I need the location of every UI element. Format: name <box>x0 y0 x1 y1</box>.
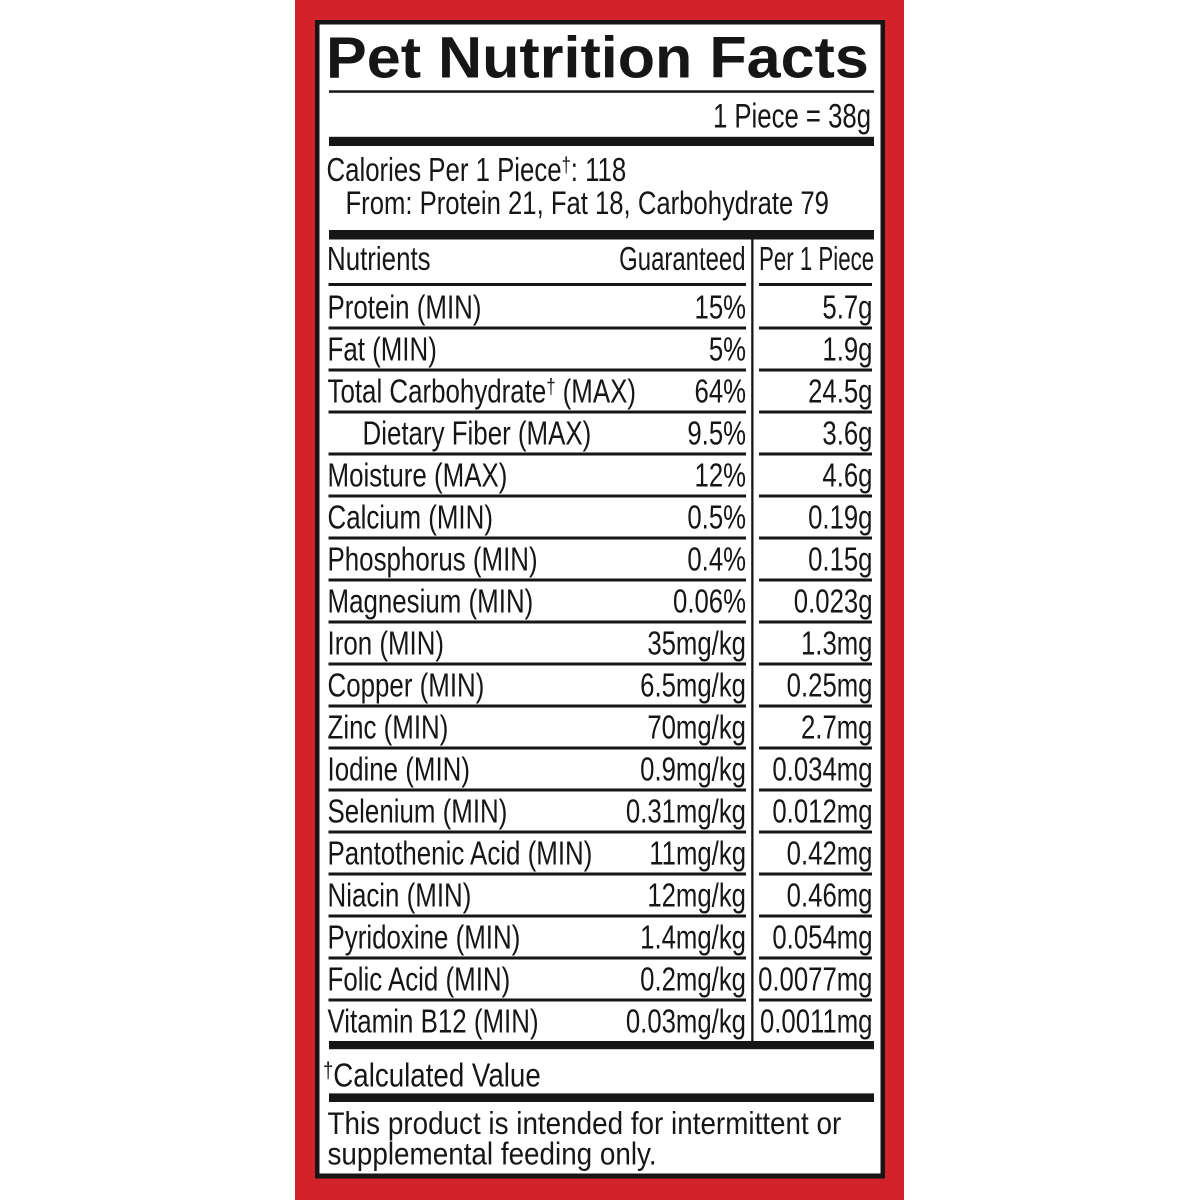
svg-text:0.03mg/kg: 0.03mg/kg <box>626 1004 746 1041</box>
svg-text:Pantothenic Acid (MIN): Pantothenic Acid (MIN) <box>328 836 593 873</box>
svg-text:0.4%: 0.4% <box>687 542 746 579</box>
svg-text:Copper (MIN): Copper (MIN) <box>328 668 485 705</box>
svg-text:12%: 12% <box>695 458 746 495</box>
svg-text:0.25mg: 0.25mg <box>787 668 873 705</box>
svg-text:0.034mg: 0.034mg <box>772 752 872 789</box>
svg-text:0.42mg: 0.42mg <box>787 836 873 873</box>
svg-text:11mg/kg: 11mg/kg <box>649 836 746 873</box>
svg-text:0.0011mg: 0.0011mg <box>760 1004 873 1041</box>
svg-text:Selenium (MIN): Selenium (MIN) <box>328 794 508 831</box>
svg-text:35mg/kg: 35mg/kg <box>647 626 746 663</box>
svg-text:0.012mg: 0.012mg <box>772 794 872 831</box>
svg-text:Vitamin B12 (MIN): Vitamin B12 (MIN) <box>328 1004 539 1041</box>
svg-text:0.054mg: 0.054mg <box>772 920 872 957</box>
svg-text:0.06%: 0.06% <box>673 584 746 621</box>
svg-text:Zinc (MIN): Zinc (MIN) <box>328 710 449 747</box>
svg-text:5.7g: 5.7g <box>822 290 872 327</box>
svg-text:0.0077mg: 0.0077mg <box>758 962 872 999</box>
svg-text:Pyridoxine (MIN): Pyridoxine (MIN) <box>328 920 521 957</box>
svg-text:24.5g: 24.5g <box>808 374 872 411</box>
svg-text:6.5mg/kg: 6.5mg/kg <box>640 668 746 705</box>
svg-text:1 Piece = 38g: 1 Piece = 38g <box>713 98 871 135</box>
svg-text:Per 1 Piece: Per 1 Piece <box>759 241 874 277</box>
svg-text:Pet Nutrition Facts: Pet Nutrition Facts <box>326 25 869 90</box>
svg-text:Magnesium (MIN): Magnesium (MIN) <box>328 584 534 621</box>
svg-text:0.5%: 0.5% <box>687 500 746 537</box>
svg-text:Niacin (MIN): Niacin (MIN) <box>328 878 472 915</box>
svg-text:†Calculated Value: †Calculated Value <box>323 1057 541 1094</box>
svg-text:This product is intended for i: This product is intended for intermitten… <box>328 1106 842 1141</box>
svg-text:70mg/kg: 70mg/kg <box>647 710 746 747</box>
svg-text:5%: 5% <box>709 332 746 369</box>
svg-text:Nutrients: Nutrients <box>327 241 431 278</box>
svg-text:supplemental feeding only.: supplemental feeding only. <box>328 1137 657 1172</box>
svg-text:Iodine (MIN): Iodine (MIN) <box>328 752 470 789</box>
svg-text:0.31mg/kg: 0.31mg/kg <box>626 794 746 831</box>
svg-text:0.2mg/kg: 0.2mg/kg <box>640 962 746 999</box>
svg-text:15%: 15% <box>695 290 746 327</box>
svg-text:1.4mg/kg: 1.4mg/kg <box>640 920 746 957</box>
svg-text:64%: 64% <box>695 374 746 411</box>
svg-text:Total Carbohydrate† (MAX): Total Carbohydrate† (MAX) <box>328 374 637 411</box>
svg-text:4.6g: 4.6g <box>822 458 872 495</box>
svg-text:Calories Per 1 Piece†: 118: Calories Per 1 Piece†: 118 <box>327 152 627 189</box>
svg-text:Protein (MIN): Protein (MIN) <box>328 290 482 327</box>
svg-text:3.6g: 3.6g <box>822 416 872 453</box>
svg-text:Phosphorus (MIN): Phosphorus (MIN) <box>328 542 538 579</box>
svg-text:9.5%: 9.5% <box>687 416 746 453</box>
svg-text:0.023g: 0.023g <box>794 584 873 621</box>
svg-text:1.9g: 1.9g <box>822 332 872 369</box>
svg-text:Iron (MIN): Iron (MIN) <box>328 626 445 663</box>
svg-text:Moisture (MAX): Moisture (MAX) <box>328 458 508 495</box>
svg-text:Guaranteed: Guaranteed <box>619 241 745 278</box>
svg-text:Calcium (MIN): Calcium (MIN) <box>328 500 493 537</box>
svg-text:0.9mg/kg: 0.9mg/kg <box>640 752 746 789</box>
svg-text:Dietary Fiber (MAX): Dietary Fiber (MAX) <box>363 416 592 453</box>
svg-text:From: Protein 21, Fat 18, Carb: From: Protein 21, Fat 18, Carbohydrate 7… <box>346 185 829 222</box>
svg-text:12mg/kg: 12mg/kg <box>647 878 746 915</box>
svg-text:1.3mg: 1.3mg <box>801 626 873 663</box>
svg-text:0.19g: 0.19g <box>808 500 872 537</box>
svg-text:2.7mg: 2.7mg <box>801 710 873 747</box>
svg-text:Fat (MIN): Fat (MIN) <box>328 332 437 369</box>
svg-text:0.15g: 0.15g <box>808 542 872 579</box>
svg-text:0.46mg: 0.46mg <box>787 878 873 915</box>
svg-text:Folic Acid (MIN): Folic Acid (MIN) <box>328 962 511 999</box>
